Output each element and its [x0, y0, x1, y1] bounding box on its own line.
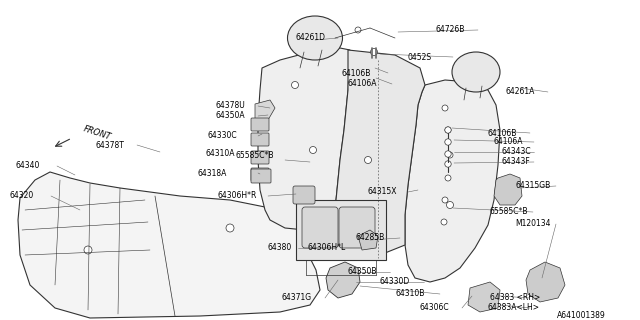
Text: 64106A: 64106A [348, 79, 378, 89]
Text: 64306H*R: 64306H*R [218, 191, 257, 201]
Polygon shape [494, 174, 522, 205]
Text: 64378U: 64378U [215, 101, 244, 110]
Polygon shape [18, 172, 320, 318]
Circle shape [441, 219, 447, 225]
Circle shape [445, 175, 451, 181]
Text: 64106B: 64106B [488, 129, 517, 138]
Polygon shape [336, 50, 425, 258]
Text: 64106B: 64106B [342, 68, 371, 77]
FancyBboxPatch shape [251, 133, 269, 146]
Text: 64343F: 64343F [502, 157, 531, 166]
FancyBboxPatch shape [251, 151, 269, 164]
Circle shape [371, 49, 378, 55]
Polygon shape [405, 80, 500, 282]
Polygon shape [526, 262, 565, 302]
Text: 64285B: 64285B [355, 234, 384, 243]
FancyBboxPatch shape [296, 200, 386, 260]
Circle shape [447, 152, 453, 158]
Ellipse shape [287, 16, 342, 60]
FancyBboxPatch shape [251, 168, 269, 181]
Text: 64340: 64340 [16, 162, 40, 171]
Text: 64306C: 64306C [420, 303, 450, 313]
Text: 64371G: 64371G [282, 293, 312, 302]
Text: A641001389: A641001389 [557, 311, 605, 320]
Circle shape [445, 139, 451, 145]
Circle shape [445, 127, 451, 133]
Circle shape [442, 105, 448, 111]
Text: 64330D: 64330D [380, 277, 410, 286]
Text: 64318A: 64318A [197, 169, 227, 178]
Text: 65585C*B: 65585C*B [236, 150, 275, 159]
Circle shape [226, 224, 234, 232]
Text: 64378T: 64378T [96, 140, 125, 149]
Text: 64261D: 64261D [296, 34, 326, 43]
Circle shape [310, 147, 317, 154]
Text: FRONT: FRONT [82, 124, 112, 142]
Text: 64343C: 64343C [502, 148, 532, 156]
Text: 64306H*L: 64306H*L [308, 244, 346, 252]
Text: 64330C: 64330C [208, 132, 237, 140]
Circle shape [84, 246, 92, 254]
FancyBboxPatch shape [339, 207, 375, 248]
Text: 64350A: 64350A [215, 111, 244, 121]
Text: 64315GB: 64315GB [516, 181, 551, 190]
Circle shape [447, 202, 454, 209]
Ellipse shape [452, 52, 500, 92]
Text: M120134: M120134 [515, 220, 550, 228]
FancyBboxPatch shape [251, 118, 269, 131]
Text: 64383A<LH>: 64383A<LH> [488, 303, 540, 313]
Circle shape [445, 127, 451, 133]
Polygon shape [258, 48, 350, 230]
Text: 64310A: 64310A [205, 149, 234, 158]
Polygon shape [326, 262, 360, 298]
Text: 64380: 64380 [268, 244, 292, 252]
FancyBboxPatch shape [251, 169, 271, 183]
Text: 64261A: 64261A [506, 87, 536, 97]
Text: 64106A: 64106A [494, 138, 524, 147]
Circle shape [291, 82, 298, 89]
Text: 0452S: 0452S [408, 52, 432, 61]
Circle shape [442, 197, 448, 203]
FancyBboxPatch shape [293, 186, 315, 204]
Circle shape [365, 156, 371, 164]
Circle shape [445, 161, 451, 167]
FancyBboxPatch shape [302, 207, 338, 248]
Circle shape [445, 151, 451, 157]
Text: 64726B: 64726B [436, 26, 465, 35]
Circle shape [355, 27, 361, 33]
Polygon shape [255, 100, 275, 122]
Text: 64350B: 64350B [348, 268, 378, 276]
Text: 64320: 64320 [10, 191, 35, 201]
Text: 65585C*B: 65585C*B [490, 207, 529, 217]
Text: 64310B: 64310B [396, 290, 426, 299]
Text: 64315X: 64315X [368, 188, 397, 196]
Polygon shape [468, 282, 500, 312]
Text: 64383 <RH>: 64383 <RH> [490, 293, 540, 302]
Polygon shape [358, 230, 378, 250]
